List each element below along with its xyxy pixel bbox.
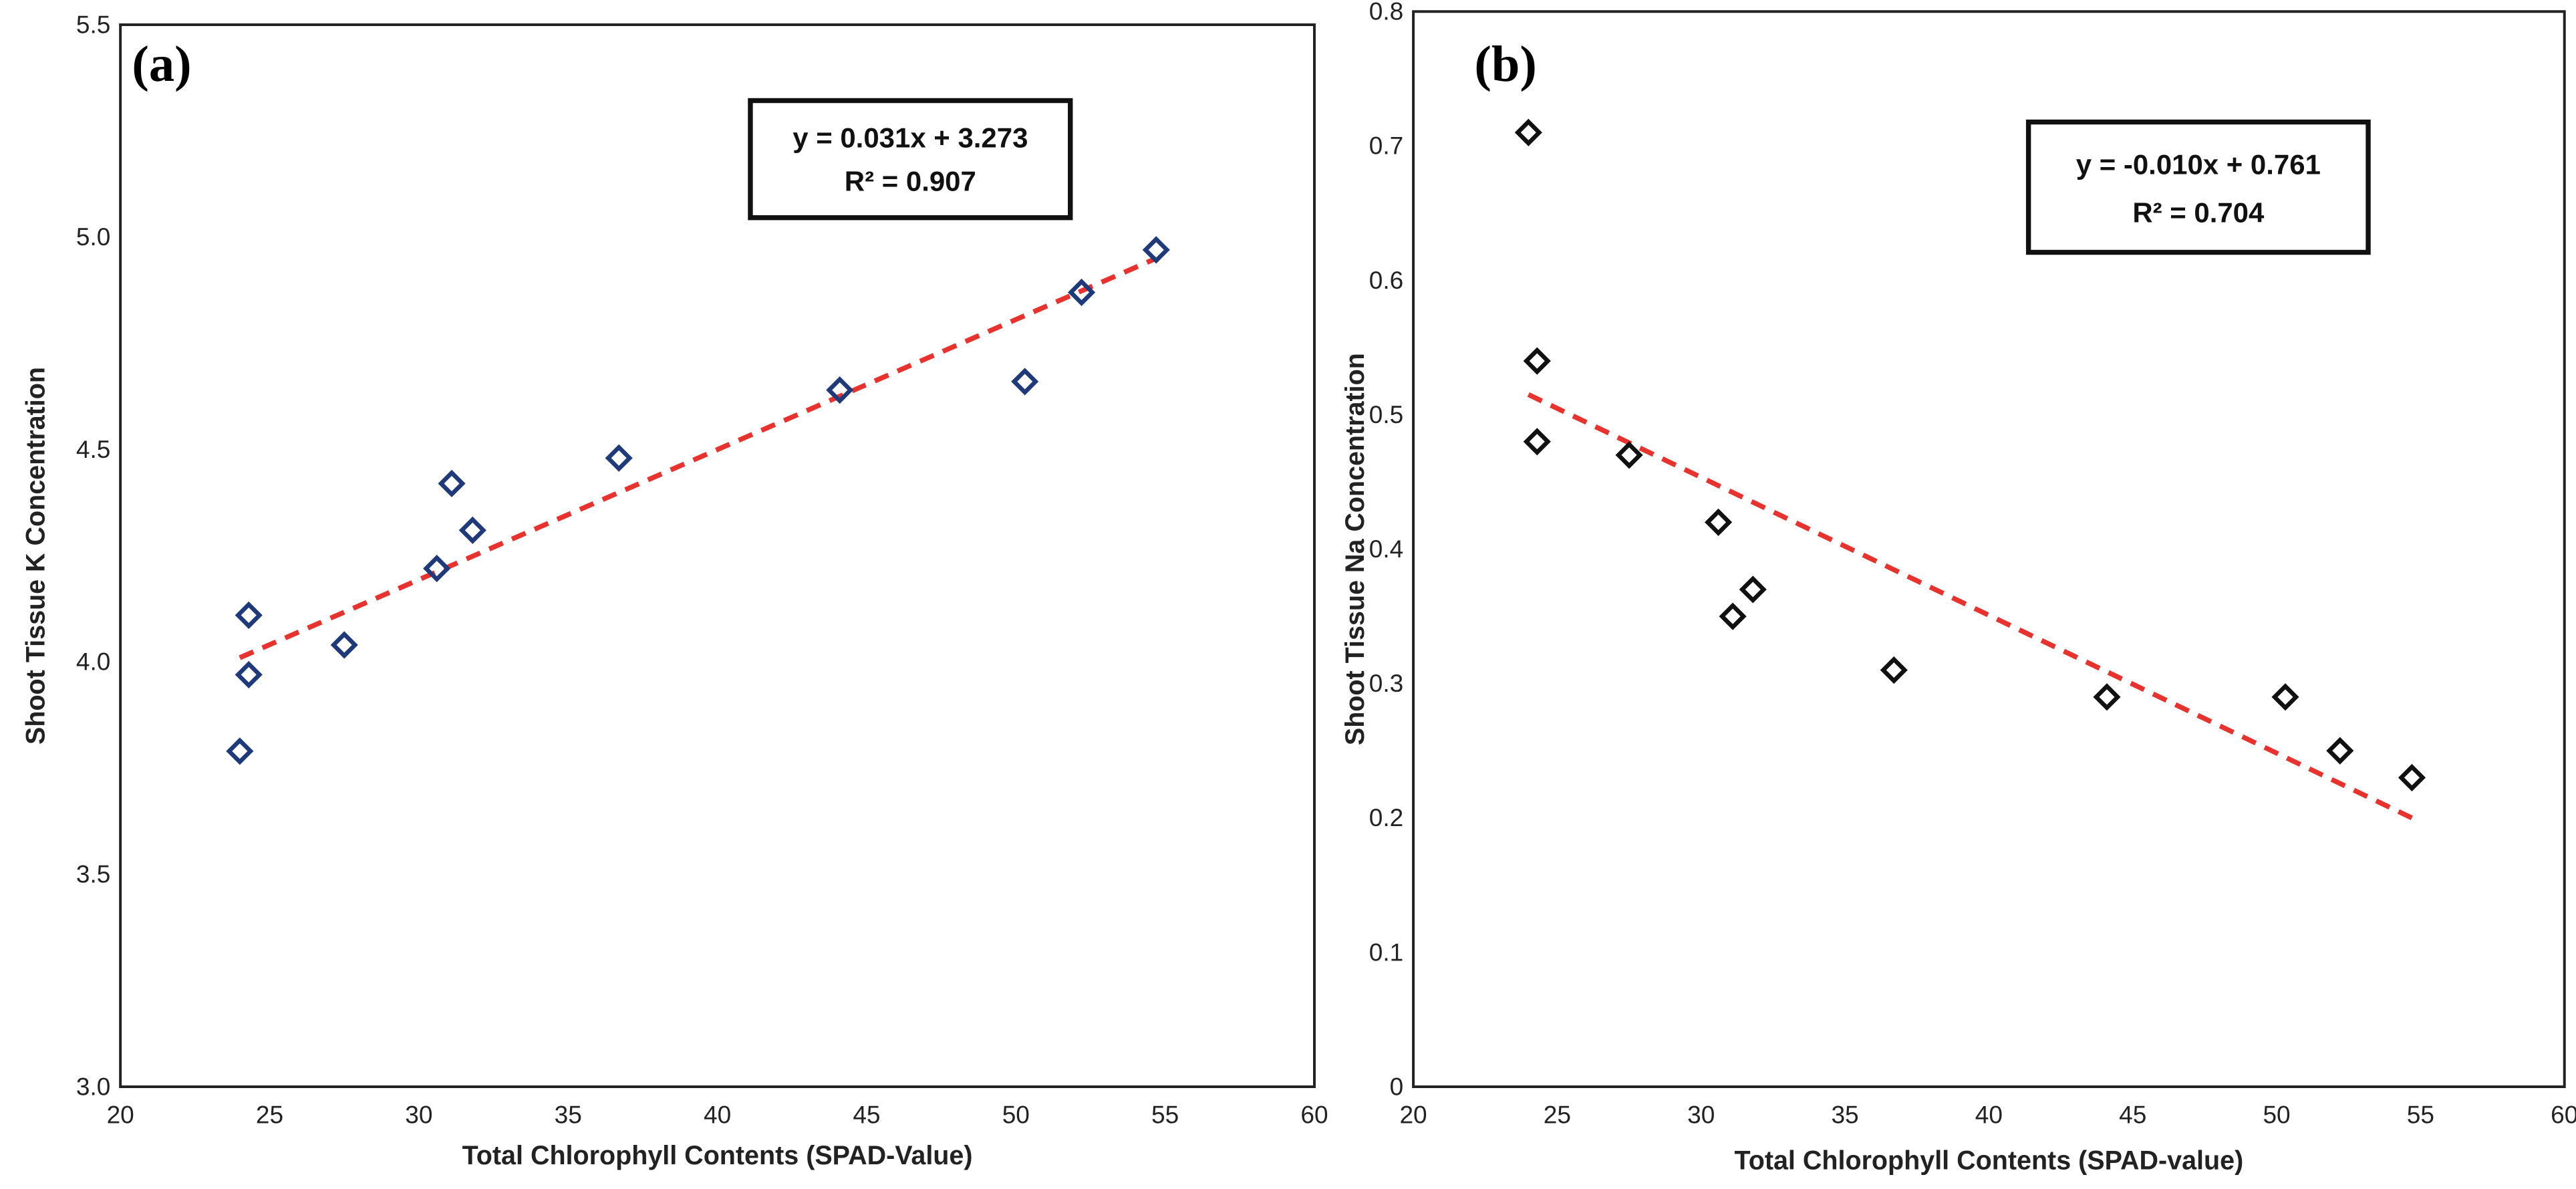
trendline	[239, 256, 1157, 660]
y-tick-label: 0.5	[1369, 400, 1403, 428]
x-axis-title: Total Chlorophyll Contents (SPAD-Value)	[462, 1141, 973, 1170]
r-squared-value: R² = 0.704	[2132, 197, 2265, 229]
x-tick-label: 25	[1544, 1100, 1571, 1128]
data-point	[2271, 683, 2299, 711]
x-axis-ticks: 20 25 30 35 40 45 50 55 60	[107, 1100, 1328, 1128]
data-point	[1615, 441, 1643, 469]
y-tick-label: 0.2	[1369, 803, 1403, 831]
y-tick-label: 3.0	[76, 1072, 110, 1100]
x-tick-label: 45	[2119, 1100, 2146, 1128]
x-tick-label: 55	[1151, 1100, 1179, 1128]
data-point	[826, 376, 854, 404]
y-axis-ticks: 3.0 3.5 4.0 4.5 5.0 5.5	[76, 10, 110, 1100]
y-tick-label: 0.7	[1369, 132, 1403, 160]
y-axis-title: Shoot Tissue K Concentration	[21, 367, 51, 745]
x-tick-label: 30	[405, 1100, 432, 1128]
x-tick-label: 40	[704, 1100, 731, 1128]
y-tick-label: 0.3	[1369, 669, 1403, 697]
chart-panel-b: 0 0.1 0.2 0.3 0.4 0.5 0.6 0.7 0.8 20 25 30 35 40 45 50…	[1340, 0, 2576, 1175]
data-point	[2093, 683, 2121, 711]
data-point	[235, 660, 263, 689]
x-tick-label: 60	[1300, 1100, 1328, 1128]
data-point	[423, 555, 451, 583]
data-point	[1704, 508, 1733, 537]
y-tick-label: 0	[1390, 1072, 1404, 1100]
data-point	[1523, 347, 1551, 375]
y-tick-label: 4.0	[76, 648, 110, 676]
equation-box: y = 0.031x + 3.273 R² = 0.907	[748, 98, 1073, 221]
data-point	[235, 601, 263, 630]
equation-box-border	[748, 98, 1073, 221]
y-tick-label: 5.5	[76, 10, 110, 38]
x-axis-title: Total Chlorophyll Contents (SPAD-value)	[1735, 1146, 2244, 1175]
data-point	[2326, 737, 2354, 765]
r-squared-value: R² = 0.907	[845, 165, 976, 196]
x-tick-label: 50	[1002, 1100, 1030, 1128]
data-point	[226, 737, 254, 765]
equation-box-border	[2025, 119, 2371, 255]
x-axis-ticks: 20 25 30 35 40 45 50 55 60	[1399, 1100, 2576, 1128]
y-axis-ticks: 0 0.1 0.2 0.3 0.4 0.5 0.6 0.7 0.8	[1369, 0, 1403, 1100]
plot-frame	[119, 23, 1316, 1088]
y-tick-label: 5.0	[76, 223, 110, 251]
data-point	[1067, 278, 1096, 307]
data-point	[1719, 602, 1747, 630]
y-axis-title: Shoot Tissue Na Concentration	[1340, 353, 1370, 745]
y-tick-label: 0.4	[1369, 535, 1403, 563]
data-point	[2398, 763, 2426, 792]
plot-frame	[1412, 10, 2566, 1088]
x-tick-label: 25	[256, 1100, 283, 1128]
data-point	[1142, 236, 1170, 264]
data-points	[226, 236, 1170, 765]
data-point	[1739, 575, 1767, 604]
data-point	[1523, 428, 1551, 456]
x-tick-label: 30	[1687, 1100, 1715, 1128]
y-tick-label: 0.8	[1369, 0, 1403, 25]
x-tick-label: 55	[2407, 1100, 2434, 1128]
x-tick-label: 60	[2551, 1100, 2576, 1128]
trendline	[1527, 392, 2414, 821]
x-tick-label: 45	[853, 1100, 880, 1128]
equation-box: y = -0.010x + 0.761 R² = 0.704	[2025, 119, 2371, 255]
panel-label: (b)	[1474, 35, 1536, 92]
data-points	[1514, 118, 2426, 792]
y-tick-label: 4.5	[76, 435, 110, 463]
data-point	[605, 444, 633, 472]
data-point	[1880, 656, 1908, 684]
x-tick-label: 20	[107, 1100, 134, 1128]
y-tick-label: 0.1	[1369, 938, 1403, 966]
x-tick-label: 40	[1975, 1100, 2003, 1128]
data-point	[330, 631, 358, 659]
y-tick-label: 3.5	[76, 860, 110, 888]
regression-equation: y = 0.031x + 3.273	[793, 122, 1028, 154]
chart-panel-a: 3.0 3.5 4.0 4.5 5.0 5.5 20 25 30 35 40 45 50 55 60 (a…	[21, 10, 1328, 1170]
regression-equation: y = -0.010x + 0.761	[2076, 149, 2321, 180]
data-point	[1011, 368, 1039, 396]
data-point	[1514, 118, 1542, 146]
x-tick-label: 20	[1399, 1100, 1427, 1128]
x-tick-label: 50	[2263, 1100, 2290, 1128]
data-point	[438, 469, 466, 498]
panel-label: (a)	[132, 35, 191, 92]
data-point	[458, 516, 486, 544]
x-tick-label: 35	[1831, 1100, 1858, 1128]
x-tick-label: 35	[555, 1100, 582, 1128]
y-tick-label: 0.6	[1369, 266, 1403, 294]
